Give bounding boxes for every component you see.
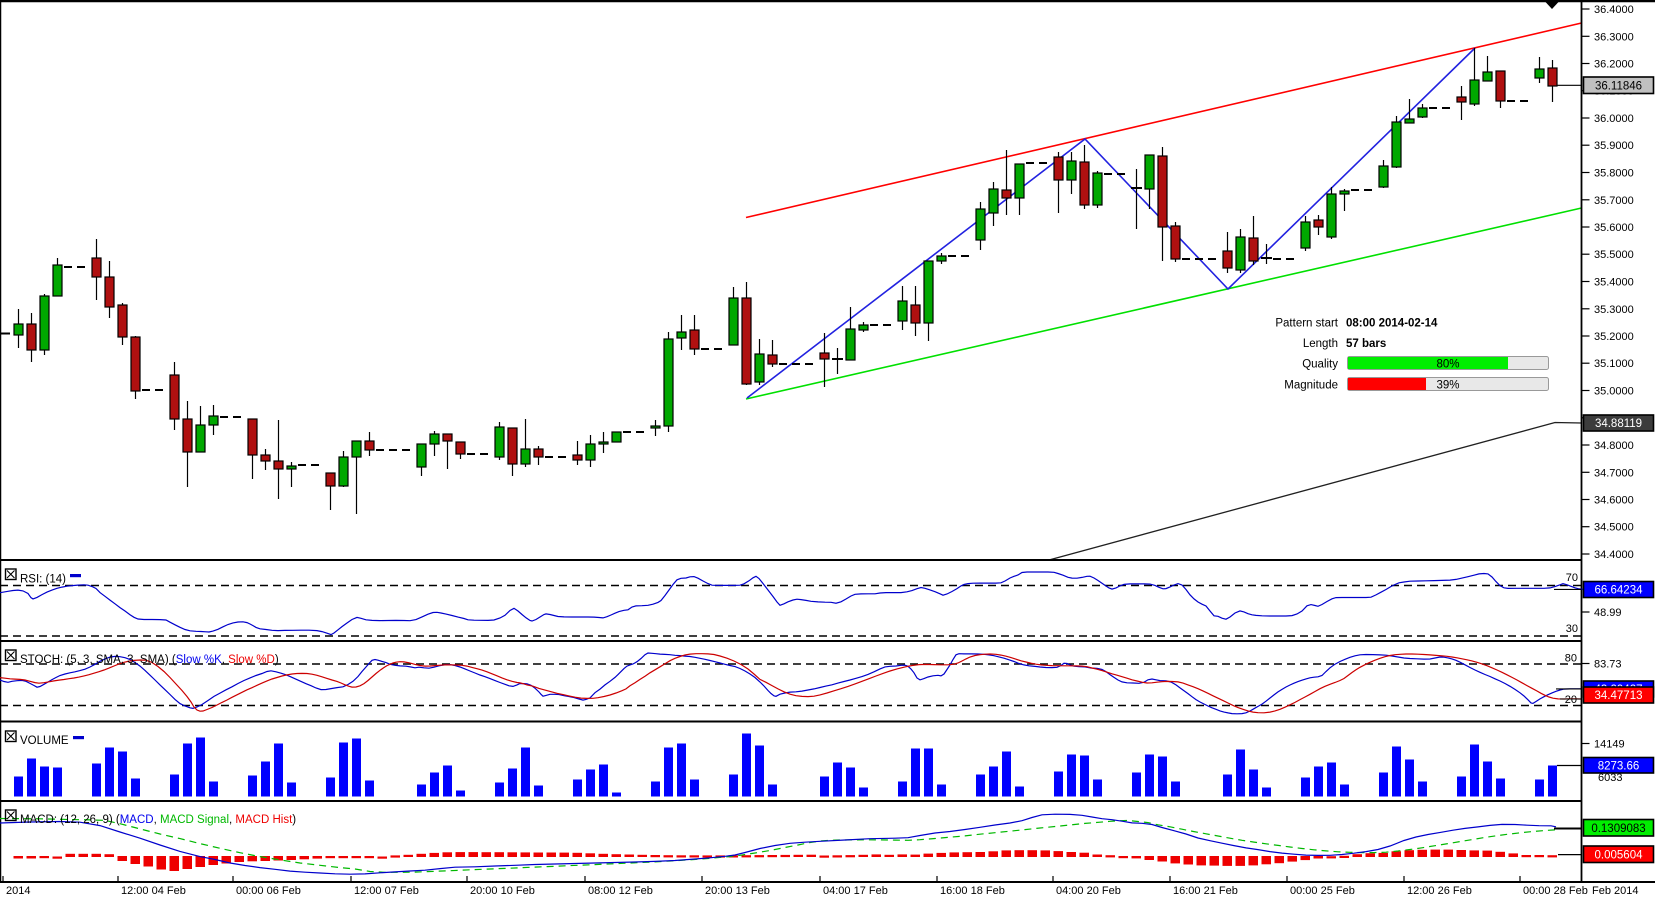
svg-text:Feb 2014: Feb 2014 bbox=[1592, 885, 1638, 897]
svg-text:VOLUME: VOLUME bbox=[20, 735, 69, 747]
svg-text:39%: 39% bbox=[1436, 380, 1459, 392]
svg-text:00:00 25 Feb: 00:00 25 Feb bbox=[1290, 885, 1355, 897]
svg-text:34.88119: 34.88119 bbox=[1595, 418, 1642, 430]
svg-text:16:00 21 Feb: 16:00 21 Feb bbox=[1173, 885, 1238, 897]
svg-text:57 bars: 57 bars bbox=[1346, 338, 1386, 350]
svg-text:35.0000: 35.0000 bbox=[1594, 386, 1634, 398]
svg-text:34.5000: 34.5000 bbox=[1594, 522, 1634, 534]
svg-text:35.5000: 35.5000 bbox=[1594, 249, 1634, 261]
svg-text:35.7000: 35.7000 bbox=[1594, 195, 1634, 207]
svg-text:14149: 14149 bbox=[1594, 739, 1625, 751]
svg-text:80%: 80% bbox=[1436, 359, 1459, 371]
svg-text:16:00 18 Feb: 16:00 18 Feb bbox=[940, 885, 1005, 897]
svg-text:48.99: 48.99 bbox=[1594, 607, 1622, 619]
svg-text:80: 80 bbox=[1565, 653, 1577, 665]
svg-text:34.4000: 34.4000 bbox=[1594, 549, 1634, 561]
svg-text:Length: Length bbox=[1303, 338, 1338, 350]
svg-text:70: 70 bbox=[1566, 572, 1578, 584]
svg-text:Magnitude: Magnitude bbox=[1284, 380, 1338, 392]
svg-text:35.4000: 35.4000 bbox=[1594, 277, 1634, 289]
svg-text:35.8000: 35.8000 bbox=[1594, 168, 1634, 180]
svg-text:35.2000: 35.2000 bbox=[1594, 331, 1634, 343]
svg-text:08:00 12 Feb: 08:00 12 Feb bbox=[588, 885, 653, 897]
svg-text:30: 30 bbox=[1566, 623, 1578, 635]
svg-text:35.3000: 35.3000 bbox=[1594, 304, 1634, 316]
svg-text:6033: 6033 bbox=[1598, 772, 1622, 784]
svg-text:20: 20 bbox=[1565, 694, 1577, 706]
svg-text:STOCH: (5, 3, SMA, 3, SMA) (Sl: STOCH: (5, 3, SMA, 3, SMA) (Slow %K, Slo… bbox=[20, 654, 279, 666]
svg-text:34.47713: 34.47713 bbox=[1595, 690, 1643, 702]
svg-text:2014: 2014 bbox=[6, 885, 30, 897]
svg-text:0.1309083: 0.1309083 bbox=[1591, 823, 1645, 835]
svg-text:12:00 26 Feb: 12:00 26 Feb bbox=[1407, 885, 1472, 897]
svg-text:83.73: 83.73 bbox=[1594, 659, 1622, 671]
svg-text:Pattern start: Pattern start bbox=[1275, 318, 1338, 330]
svg-text:Quality: Quality bbox=[1302, 359, 1338, 371]
svg-text:36.0000: 36.0000 bbox=[1594, 113, 1634, 125]
svg-text:34.7000: 34.7000 bbox=[1594, 467, 1634, 479]
svg-text:35.9000: 35.9000 bbox=[1594, 140, 1634, 152]
svg-text:04:00 20 Feb: 04:00 20 Feb bbox=[1056, 885, 1121, 897]
svg-text:36.3000: 36.3000 bbox=[1594, 31, 1634, 43]
svg-text:00:00 06 Feb: 00:00 06 Feb bbox=[236, 885, 301, 897]
svg-text:36.11846: 36.11846 bbox=[1595, 80, 1642, 92]
svg-text:RSI: (14): RSI: (14) bbox=[20, 574, 66, 586]
svg-text:36.2000: 36.2000 bbox=[1594, 59, 1634, 71]
svg-text:20:00 13 Feb: 20:00 13 Feb bbox=[705, 885, 770, 897]
svg-text:36.4000: 36.4000 bbox=[1594, 4, 1634, 16]
svg-text:MACD: (12, 26, 9) (MACD, MACD: MACD: (12, 26, 9) (MACD, MACD Signal, MA… bbox=[20, 814, 296, 826]
svg-text:12:00 07 Feb: 12:00 07 Feb bbox=[354, 885, 419, 897]
svg-text:12:00 04 Feb: 12:00 04 Feb bbox=[121, 885, 186, 897]
svg-text:34.6000: 34.6000 bbox=[1594, 495, 1634, 507]
svg-text:8273.66: 8273.66 bbox=[1598, 760, 1640, 772]
svg-text:35.1000: 35.1000 bbox=[1594, 358, 1634, 370]
svg-text:34.8000: 34.8000 bbox=[1594, 440, 1634, 452]
svg-text:00:00 28 Feb: 00:00 28 Feb bbox=[1523, 885, 1588, 897]
svg-text:20:00 10 Feb: 20:00 10 Feb bbox=[470, 885, 535, 897]
svg-text:35.6000: 35.6000 bbox=[1594, 222, 1634, 234]
svg-text:04:00 17 Feb: 04:00 17 Feb bbox=[823, 885, 888, 897]
svg-text:08:00 2014-02-14: 08:00 2014-02-14 bbox=[1346, 318, 1438, 330]
svg-text:66.64234: 66.64234 bbox=[1595, 585, 1644, 597]
svg-text:0.005604: 0.005604 bbox=[1595, 849, 1644, 861]
